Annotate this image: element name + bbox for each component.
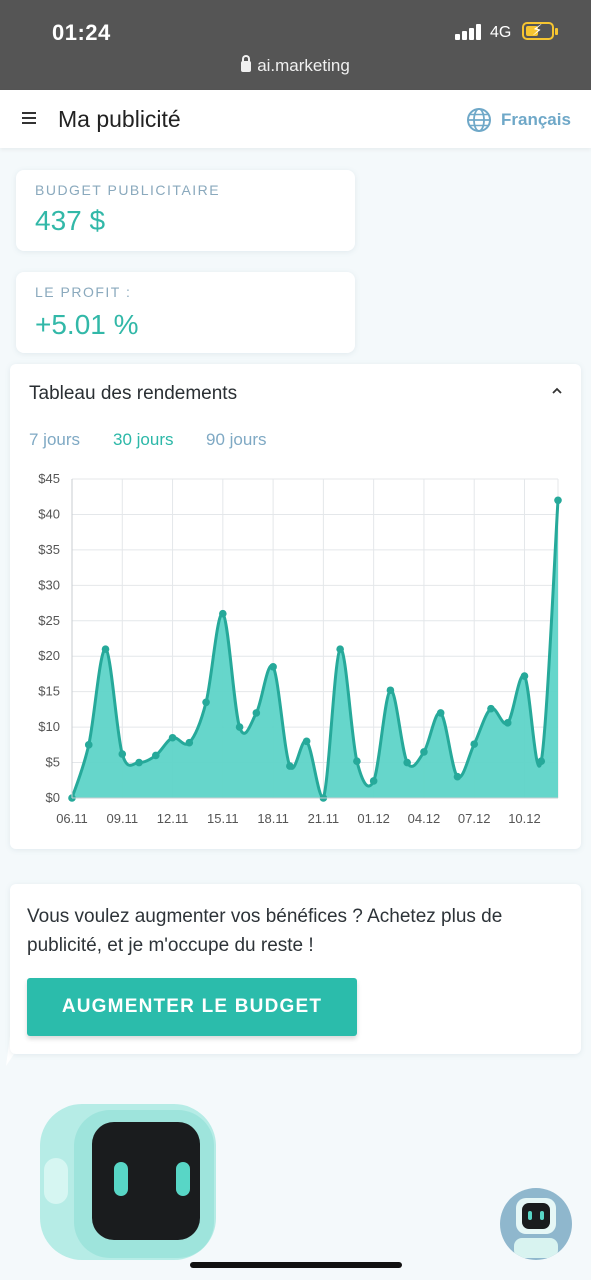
- y-tick-label: $35: [38, 542, 60, 557]
- page-title: Ma publicité: [58, 106, 181, 132]
- data-point: [84, 741, 93, 749]
- data-point: [537, 757, 546, 765]
- profit-label: LE PROFIT :: [35, 284, 132, 300]
- y-tick-label: $0: [46, 790, 60, 805]
- data-point: [185, 738, 194, 747]
- x-tick-label: 09.11: [106, 811, 138, 826]
- data-point: [520, 672, 529, 680]
- status-time: 01:24: [52, 20, 111, 45]
- data-point: [219, 609, 227, 618]
- data-point: [252, 709, 261, 717]
- battery-icon: ⚡: [522, 22, 558, 40]
- y-tick-label: $45: [38, 471, 60, 486]
- budget-value: 437 $: [35, 205, 106, 236]
- increase-budget-button[interactable]: AUGMENTER LE BUDGET: [27, 978, 357, 1036]
- x-tick-label: 10.12: [508, 811, 541, 826]
- robot-assistant-icon[interactable]: [38, 1102, 218, 1262]
- x-tick-label: 21.11: [308, 811, 340, 826]
- data-point: [118, 750, 127, 758]
- data-point: [420, 748, 428, 756]
- data-point: [168, 733, 177, 742]
- data-point: [286, 762, 294, 770]
- y-tick-label: $15: [38, 684, 60, 699]
- tab-30-days[interactable]: 30 jours: [113, 430, 174, 449]
- area-fill: [72, 500, 558, 798]
- app-header: Ma publicité Français: [0, 90, 591, 148]
- x-tick-label: 01.12: [357, 811, 390, 826]
- data-point: [436, 709, 445, 717]
- data-point: [554, 496, 562, 505]
- promo-message: Vous voulez augmenter vos bénéfices ? Ac…: [27, 906, 503, 956]
- x-tick-label: 18.11: [257, 811, 289, 826]
- status-bar: 01:24 4G ⚡ ai.marketing: [0, 0, 591, 90]
- tab-90-days[interactable]: 90 jours: [206, 430, 267, 449]
- data-point: [386, 686, 395, 695]
- lock-icon: [241, 55, 252, 72]
- y-tick-label: $25: [38, 613, 60, 628]
- home-indicator: [190, 1262, 402, 1268]
- data-point: [302, 737, 311, 746]
- data-point: [235, 723, 244, 731]
- profit-value: +5.01 %: [35, 309, 139, 340]
- x-tick-label: 06.11: [56, 811, 88, 826]
- chevron-up-icon[interactable]: [550, 386, 564, 396]
- data-point: [269, 663, 277, 671]
- y-tick-label: $10: [38, 719, 60, 734]
- signal-strength-icon: [455, 24, 483, 40]
- x-tick-label: 04.12: [408, 811, 441, 826]
- budget-card: BUDGET PUBLICITAIRE 437 $: [16, 170, 355, 251]
- data-point: [503, 719, 512, 727]
- globe-icon[interactable]: [466, 107, 492, 133]
- data-point: [202, 698, 210, 707]
- promo-card: Vous voulez augmenter vos bénéfices ? Ac…: [10, 884, 581, 1054]
- budget-label: BUDGET PUBLICITAIRE: [35, 182, 221, 198]
- address-bar[interactable]: ai.marketing: [0, 55, 591, 76]
- tab-7-days[interactable]: 7 jours: [29, 430, 81, 449]
- data-point: [151, 751, 160, 760]
- chart-title: Tableau des rendements: [29, 383, 238, 404]
- data-point: [101, 645, 110, 653]
- page-url: ai.marketing: [257, 56, 350, 75]
- y-tick-label: $30: [38, 577, 60, 592]
- y-tick-label: $5: [46, 755, 60, 770]
- language-selector[interactable]: Français: [501, 110, 571, 129]
- returns-chart-card: Tableau des rendements 7 jours 30 jours …: [10, 364, 581, 849]
- robot-face-icon: [514, 1198, 558, 1258]
- y-tick-label: $40: [38, 506, 60, 521]
- hamburger-menu-icon[interactable]: [22, 112, 36, 124]
- data-point: [369, 777, 378, 785]
- data-point: [135, 758, 143, 767]
- data-point: [453, 772, 462, 781]
- data-point: [487, 704, 495, 713]
- data-point: [403, 758, 411, 767]
- x-tick-label: 12.11: [157, 811, 189, 826]
- data-point: [470, 740, 479, 748]
- data-point: [336, 645, 344, 653]
- x-tick-label: 15.11: [207, 811, 239, 826]
- network-type: 4G: [490, 24, 512, 41]
- returns-chart: $0 $5 $10 $15 $20 $25 $30 $35 $40 $45 06.11 09.11 12…: [38, 471, 562, 826]
- x-tick-label: 07.12: [458, 811, 491, 826]
- data-point: [353, 757, 361, 765]
- y-tick-label: $20: [38, 648, 60, 663]
- chat-robot-button[interactable]: [500, 1188, 572, 1260]
- profit-card: LE PROFIT : +5.01 %: [16, 272, 355, 353]
